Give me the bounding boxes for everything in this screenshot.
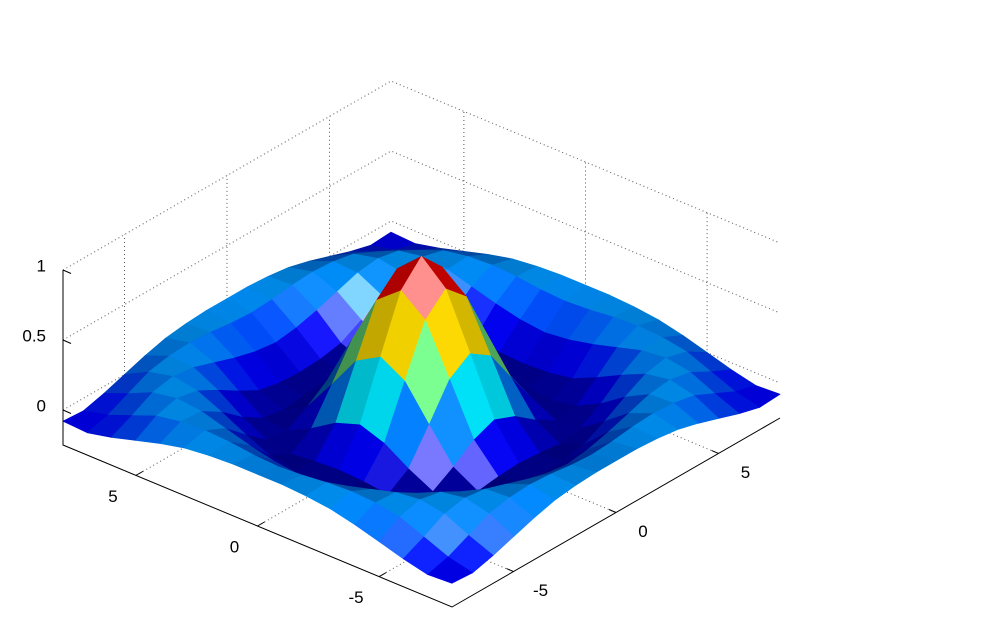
z-tick [62, 269, 72, 274]
z-tick [62, 339, 72, 344]
x-tick [608, 509, 617, 513]
x-tick-label: -5 [533, 581, 548, 600]
surface-facet [427, 556, 473, 584]
x-tick-label: 5 [741, 463, 750, 482]
x-tick [506, 568, 514, 573]
y-tick-label: 5 [108, 487, 117, 506]
z-tick-label: 1 [37, 256, 46, 275]
x-tick [711, 449, 719, 454]
z-tick-label: 0 [37, 396, 46, 415]
y-tick-label: 0 [230, 537, 239, 556]
z-tick [62, 409, 72, 414]
z-tick-label: 0.5 [22, 326, 46, 345]
y-tick-label: -5 [349, 588, 364, 607]
y-tick [257, 521, 265, 527]
y-tick [135, 470, 144, 476]
x-tick-label: 0 [638, 522, 647, 541]
y-tick [378, 572, 387, 578]
